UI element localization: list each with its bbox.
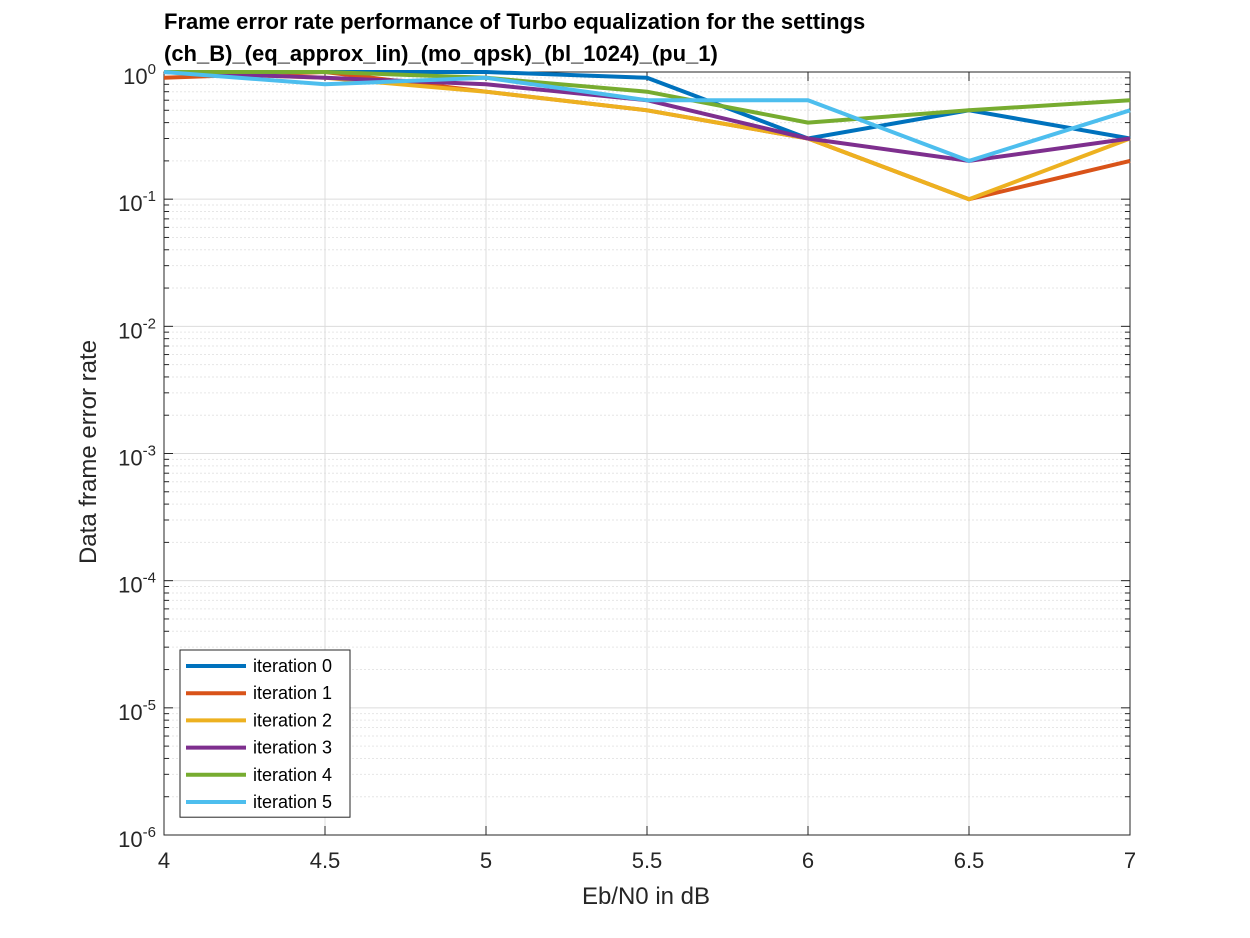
x-axis-label: Eb/N0 in dB — [582, 883, 710, 910]
x-tick-label: 6.5 — [954, 848, 985, 873]
x-tick-label: 7 — [1124, 848, 1136, 873]
y-tick-label: 100 — [123, 61, 156, 89]
legend-box — [179, 649, 351, 818]
y-tick-labels: 100 10-1 10-2 10-3 10-4 10-5 10-6 — [118, 61, 156, 852]
series-lines — [163, 70, 1131, 202]
y-tick-label: 10-4 — [118, 570, 156, 598]
legend-label: iteration 4 — [253, 765, 332, 785]
x-tick-label: 4 — [158, 848, 170, 873]
y-tick-label: 10-6 — [118, 824, 156, 852]
y-tick-label: 10-5 — [118, 697, 156, 725]
legend: iteration 0 iteration 1 iteration 2 iterati… — [179, 649, 351, 818]
x-tick-label: 5 — [480, 848, 492, 873]
chart-title-line-1: Frame error rate performance of Turbo eq… — [164, 9, 865, 34]
legend-label: iteration 3 — [253, 738, 332, 758]
x-tick-label: 4.5 — [310, 848, 341, 873]
y-tick-label: 10-3 — [118, 443, 156, 471]
y-tick-label: 10-1 — [118, 188, 156, 216]
x-tick-labels: 4 4.5 5 5.5 6 6.5 7 — [158, 848, 1136, 873]
legend-label: iteration 1 — [253, 683, 332, 703]
axis-tick-marks — [163, 71, 1131, 836]
y-axis-label: Data frame error rate — [75, 340, 102, 564]
series-line-iteration-5 — [163, 70, 1131, 163]
x-tick-label: 5.5 — [632, 848, 663, 873]
legend-label: iteration 0 — [253, 656, 332, 676]
y-tick-label: 10-2 — [118, 315, 156, 343]
legend-label: iteration 5 — [253, 792, 332, 812]
x-tick-label: 6 — [802, 848, 814, 873]
series-line-iteration-4 — [164, 70, 1131, 125]
legend-label: iteration 2 — [253, 710, 332, 730]
chart-title-line-2: (ch_B)_(eq_approx_lin)_(mo_qpsk)_(bl_102… — [164, 41, 718, 66]
